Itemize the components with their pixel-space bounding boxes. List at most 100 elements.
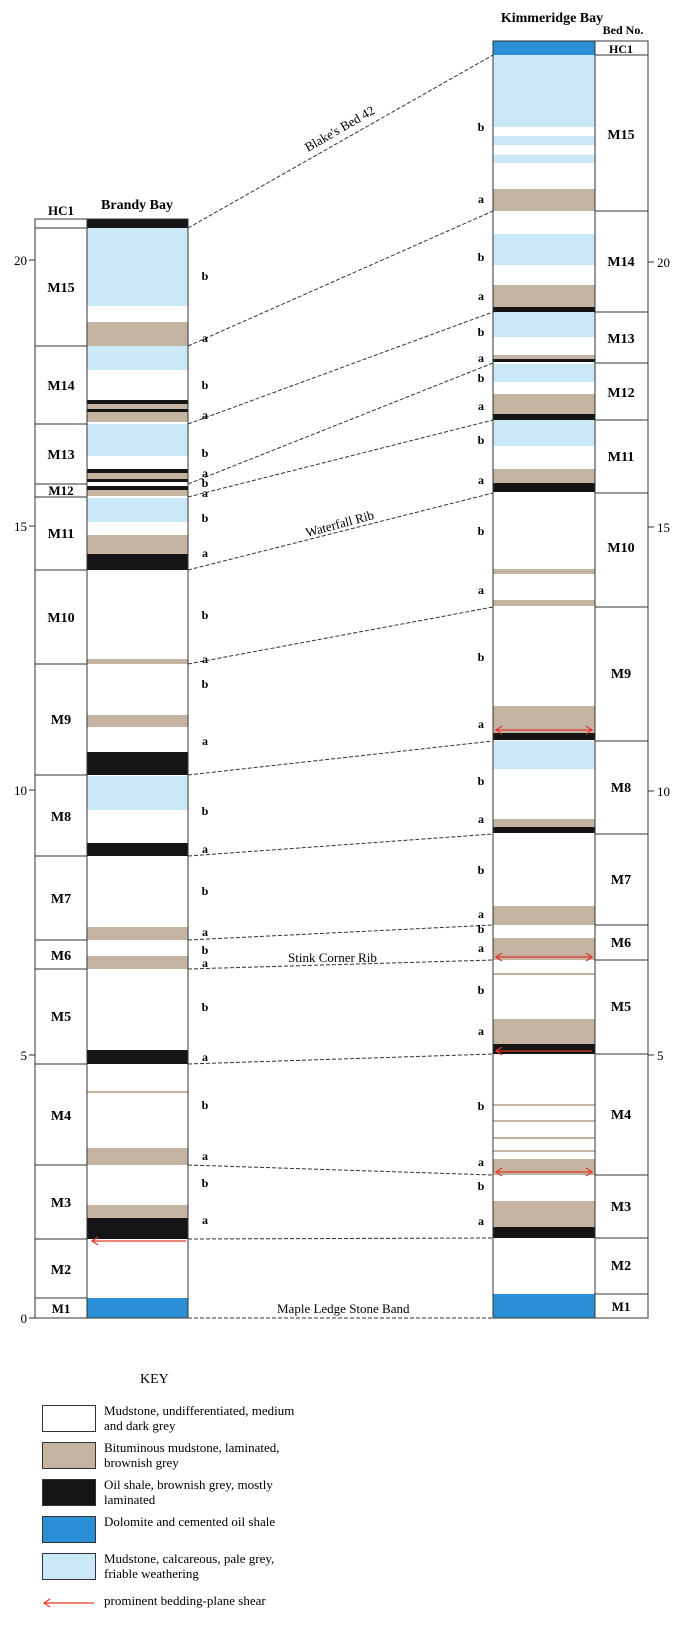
sub-label: b — [202, 1176, 209, 1190]
right-tick-10: 10 — [657, 784, 670, 799]
kimmeridge-bed-m4: M4 — [611, 1108, 631, 1123]
sub-label: b — [478, 325, 485, 339]
kimmeridge-bed-m11: M11 — [608, 450, 634, 465]
right-tick-20: 20 — [657, 255, 670, 270]
brandy-bed-m5: M5 — [51, 1010, 71, 1025]
brandy-bed-m8: M8 — [51, 810, 71, 825]
sub-label: b — [478, 774, 485, 788]
sub-label: a — [202, 1213, 208, 1227]
brandy-bed-m13: M13 — [47, 448, 74, 463]
left-tick-5: 5 — [21, 1048, 28, 1063]
sub-label: b — [202, 476, 209, 490]
sub-label: a — [202, 925, 208, 939]
kimmeridge-bed-m10: M10 — [607, 541, 634, 556]
correlation-lines — [187, 54, 494, 1319]
kimmeridge-bed-m6: M6 — [611, 936, 631, 951]
sub-label: b — [202, 511, 209, 525]
sub-label: a — [478, 289, 484, 303]
kimmeridge-bed-m3: M3 — [611, 1200, 631, 1215]
shear-arrows — [90, 725, 594, 1246]
sub-label: a — [202, 652, 208, 666]
brandy-bed-m3: M3 — [51, 1196, 71, 1211]
right-depth-scale — [648, 261, 654, 1056]
key-text: Oil shale, brownish grey, mostly laminat… — [104, 1477, 273, 1507]
sub-label: a — [202, 466, 208, 480]
bituminous-swatch — [42, 1442, 96, 1469]
bed-no-header: Bed No. — [603, 23, 644, 37]
kimmeridge-bed-m9: M9 — [611, 667, 631, 682]
litho-brown — [87, 322, 188, 346]
brandy-bay-header: Brandy Bay — [101, 198, 173, 213]
brandy-bed-m12: M12 — [48, 483, 73, 498]
sub-label: b — [202, 804, 209, 818]
sub-label: a — [202, 842, 208, 856]
sub-label: a — [202, 408, 208, 422]
sub-label: a — [478, 717, 484, 731]
sub-label: a — [478, 941, 484, 955]
left-tick-15: 15 — [14, 519, 27, 534]
shear-arrow-m6-kimmeridge — [494, 952, 594, 962]
brandy-bed-m15: M15 — [47, 281, 74, 296]
sub-label: b — [202, 677, 209, 691]
sub-label: b — [202, 1098, 209, 1112]
sub-label: a — [478, 812, 484, 826]
sub-label: a — [478, 907, 484, 921]
horizon-maple-ledge-stone-band: Maple Ledge Stone Band — [277, 1301, 410, 1316]
kimmeridge-bed-m15: M15 — [607, 128, 634, 143]
right-tick-5: 5 — [657, 1048, 664, 1063]
key-text: Dolomite and cemented oil shale — [104, 1514, 276, 1529]
litho-blue — [87, 228, 188, 306]
shear-arrow-m5-kimmeridge — [494, 1046, 592, 1056]
left-tick-0: 0 — [21, 1311, 28, 1326]
kimmeridge-bed-m1: M1 — [612, 1299, 631, 1314]
brandy-bed-m11: M11 — [48, 527, 74, 542]
right-tick-15: 15 — [657, 520, 670, 535]
kimmeridge-bed-m7: M7 — [611, 873, 631, 888]
brandy-bed-m1: M1 — [52, 1301, 71, 1316]
shear-arrow-m9-kimmeridge — [494, 725, 594, 735]
sub-label: a — [478, 1155, 484, 1169]
key-text: Mudstone, calcareous, pale grey, friable… — [104, 1551, 275, 1581]
kimmeridge-bed-m13: M13 — [607, 332, 634, 347]
sub-label: b — [202, 608, 209, 622]
shear-arrow-m4-kimmeridge — [494, 1167, 594, 1177]
shear-arrow-m2-brandy — [90, 1236, 186, 1246]
sub-label: a — [478, 1214, 484, 1228]
brandy-bed-m10: M10 — [47, 611, 74, 626]
dolomite-swatch — [42, 1516, 96, 1543]
sub-label: a — [202, 1050, 208, 1064]
sub-label: a — [202, 734, 208, 748]
calcareous-swatch — [42, 1553, 96, 1580]
sub-label: b — [478, 1099, 485, 1113]
horizon-waterfall-rib: Waterfall Rib — [304, 507, 376, 540]
oil-shale-swatch — [42, 1479, 96, 1506]
brandy-bed-m6: M6 — [51, 949, 71, 964]
sub-label: b — [478, 863, 485, 877]
sub-label: a — [478, 583, 484, 597]
horizon-blakes-bed-42: Blake's Bed 42 — [302, 103, 377, 155]
litho-black — [87, 219, 188, 228]
brandy-bed-m14: M14 — [47, 379, 74, 394]
sub-label: a — [478, 351, 484, 365]
sub-label: b — [202, 269, 209, 283]
kimmeridge-bed-m5: M5 — [611, 1000, 631, 1015]
kimmeridge-bay-bed-column — [594, 40, 649, 1319]
sub-label: a — [202, 546, 208, 560]
sub-label: a — [478, 192, 484, 206]
brandy-hc1-header: HC1 — [48, 203, 74, 218]
brandy-bay-bed-column — [34, 218, 88, 1319]
sub-label: b — [202, 446, 209, 460]
key-text: prominent bedding-plane shear — [104, 1593, 266, 1608]
sub-label: a — [202, 956, 208, 970]
sub-label: a — [202, 1149, 208, 1163]
kimmeridge-bed-m12: M12 — [607, 386, 634, 401]
left-depth-scale — [29, 259, 35, 1319]
mudstone-swatch — [42, 1405, 96, 1432]
sub-label: b — [202, 943, 209, 957]
brandy-bed-m7: M7 — [51, 892, 71, 907]
kimmeridge-bay-column — [492, 40, 596, 1319]
sub-label: b — [478, 650, 485, 664]
sub-label: a — [202, 486, 208, 500]
brandy-bed-m9: M9 — [51, 713, 71, 728]
